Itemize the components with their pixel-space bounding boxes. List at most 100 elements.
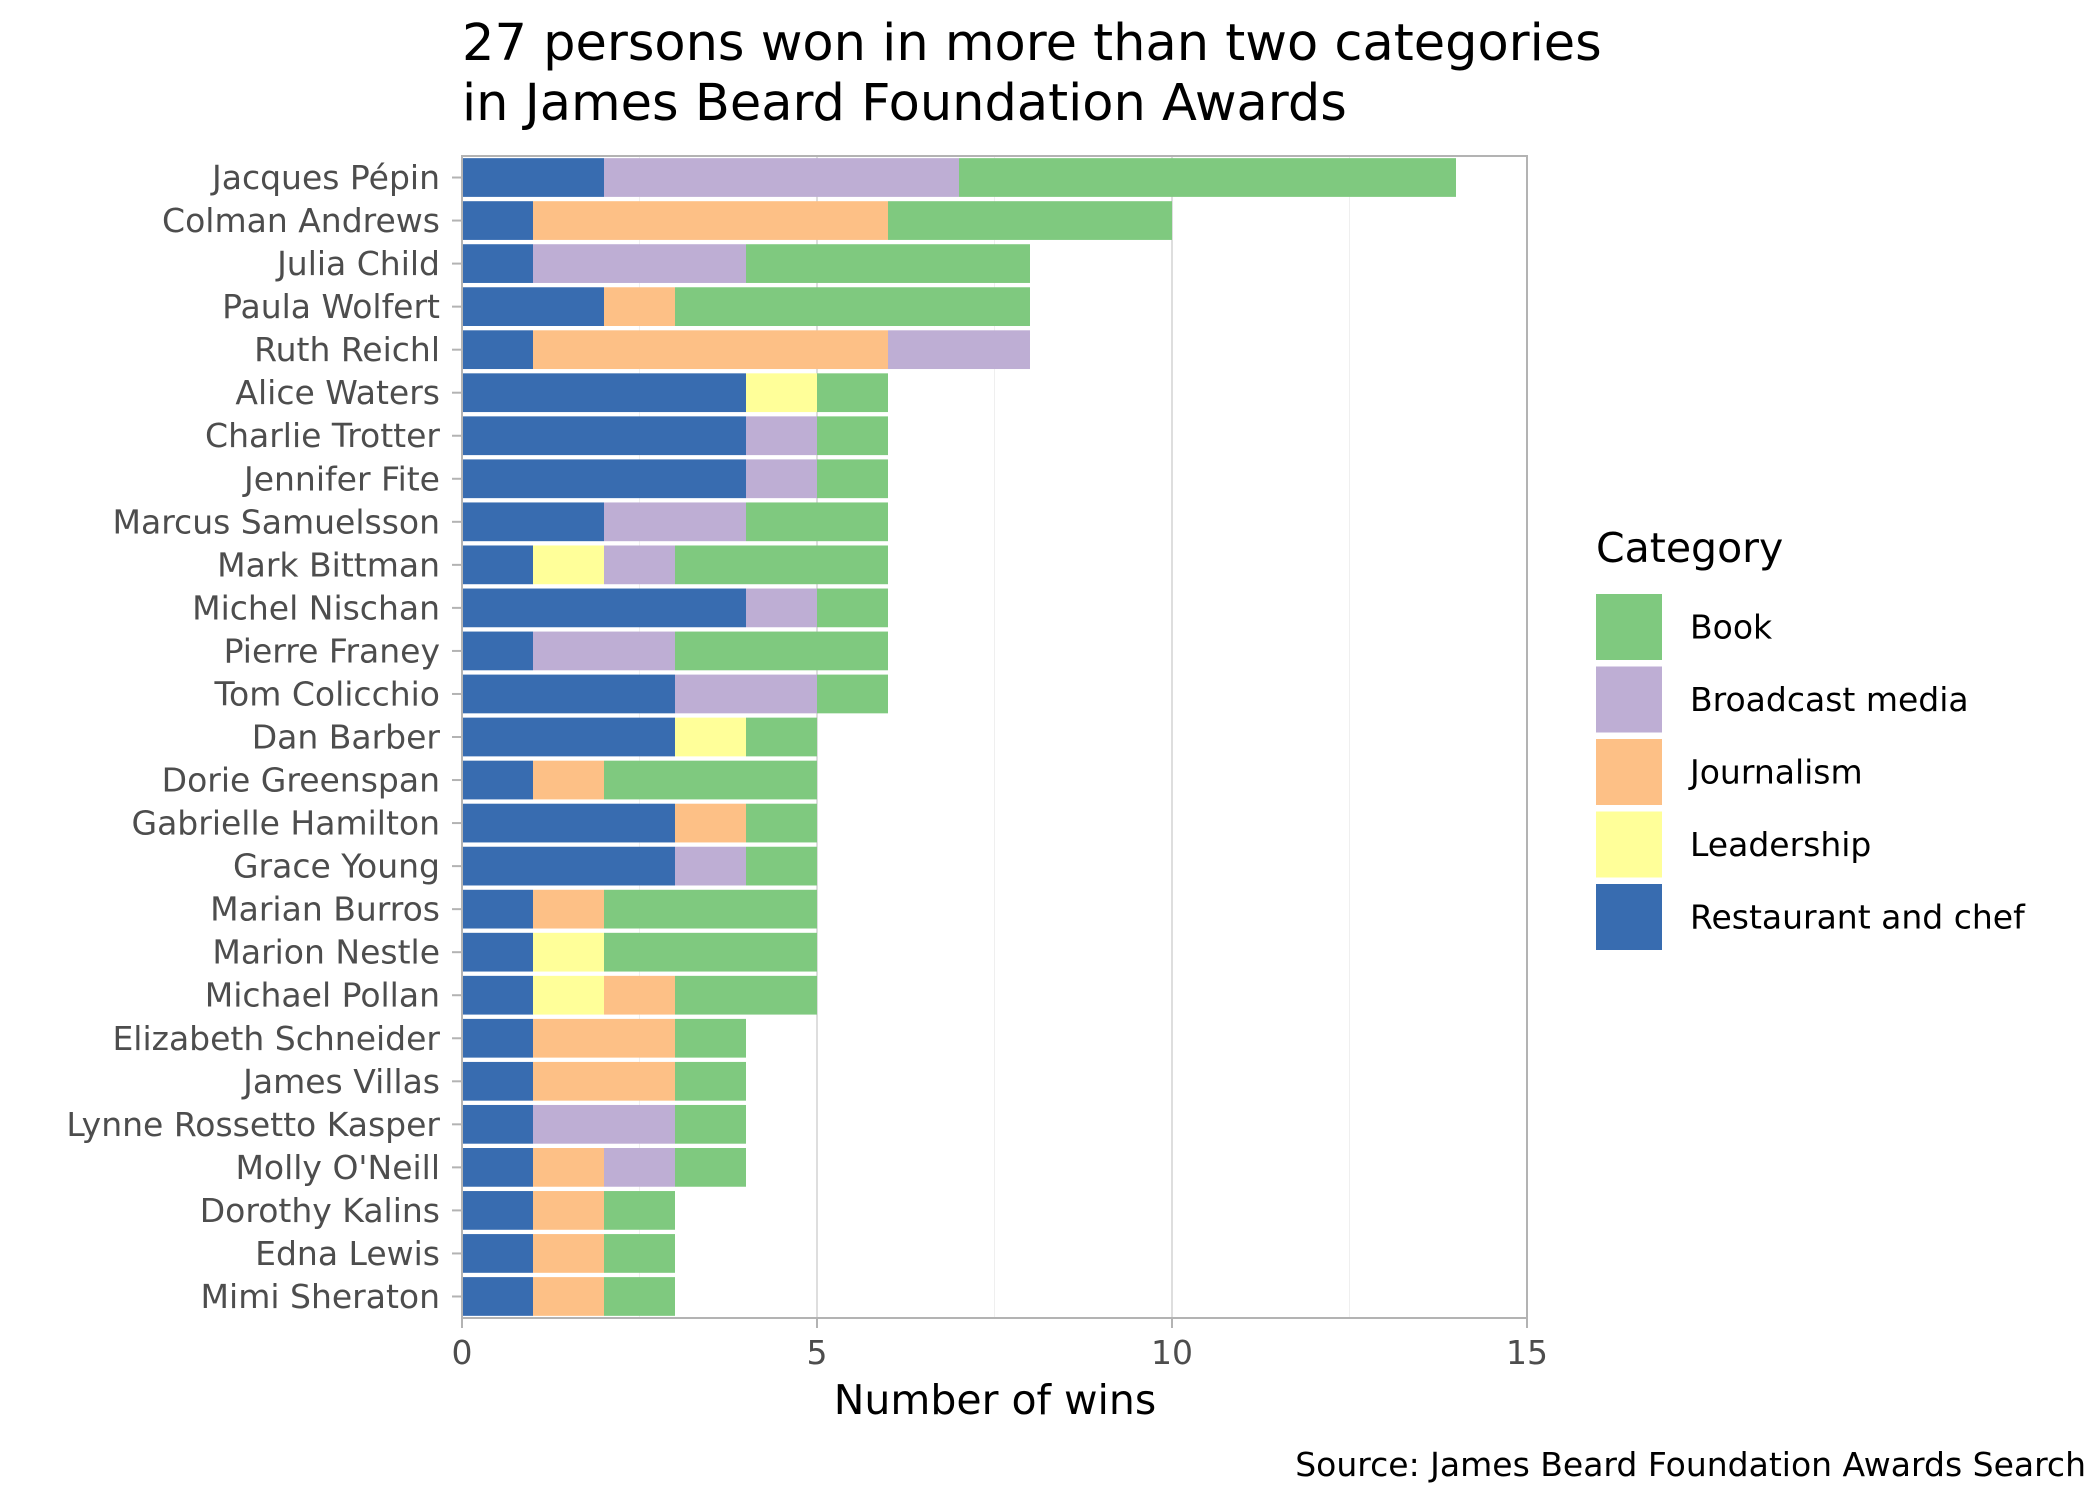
legend-label-book: Book bbox=[1690, 608, 1773, 647]
y-tick-label: Gabrielle Hamilton bbox=[132, 804, 440, 843]
legend-label-restaurant-and-chef: Restaurant and chef bbox=[1690, 898, 2026, 937]
bar-grace-young-restaurant-and-chef bbox=[462, 846, 675, 886]
bar-julia-child-broadcast-media bbox=[533, 244, 746, 283]
bar-ruth-reichl-broadcast-media bbox=[888, 330, 1030, 370]
bar-michael-pollan-book bbox=[675, 975, 817, 1015]
x-tick-label: 15 bbox=[1506, 1333, 1548, 1372]
bar-marcus-samuelsson-restaurant-and-chef bbox=[462, 502, 604, 542]
bar-julia-child-restaurant-and-chef bbox=[462, 244, 533, 283]
y-tick-label: Julia Child bbox=[275, 244, 440, 283]
y-tick-label: Mimi Sheraton bbox=[201, 1277, 440, 1316]
y-tick-label: Jacques Pépin bbox=[210, 158, 440, 197]
x-axis-tick-labels: 0 5 10 15 bbox=[452, 1318, 1548, 1372]
bar-pierre-franey-restaurant-and-chef bbox=[462, 631, 533, 671]
bar-molly-o-neill-journalism bbox=[533, 1148, 604, 1187]
y-tick-label: Charlie Trotter bbox=[205, 416, 440, 455]
y-tick-label: Elizabeth Schneider bbox=[112, 1019, 440, 1058]
bar-alice-waters-restaurant-and-chef bbox=[462, 373, 746, 413]
legend-title: Category bbox=[1596, 524, 1783, 572]
y-tick-label: James Villas bbox=[241, 1062, 440, 1101]
x-tick-label: 5 bbox=[807, 1333, 828, 1372]
y-tick-label: Lynne Rossetto Kasper bbox=[66, 1105, 440, 1144]
bar-mimi-sheraton-journalism bbox=[533, 1277, 604, 1316]
bar-marion-nestle-restaurant-and-chef bbox=[462, 932, 533, 972]
bar-colman-andrews-restaurant-and-chef bbox=[462, 201, 533, 240]
bar-grace-young-book bbox=[746, 846, 817, 886]
legend-label-journalism: Journalism bbox=[1688, 753, 1863, 792]
bar-jennifer-fite-book bbox=[817, 459, 888, 499]
bar-dorie-greenspan-book bbox=[604, 760, 817, 800]
legend-key-broadcast-media bbox=[1596, 666, 1662, 733]
bar-molly-o-neill-book bbox=[675, 1148, 746, 1187]
legend-key-leadership bbox=[1596, 811, 1662, 878]
x-tick-label: 10 bbox=[1151, 1333, 1193, 1372]
y-tick-label: Marion Nestle bbox=[212, 933, 440, 972]
bar-pierre-franey-book bbox=[675, 631, 888, 671]
chart-title: 27 persons won in more than two categori… bbox=[462, 14, 1602, 73]
bar-marcus-samuelsson-book bbox=[746, 502, 888, 542]
bar-grace-young-broadcast-media bbox=[675, 846, 746, 886]
y-tick-label: Marian Burros bbox=[210, 890, 440, 929]
bar-mimi-sheraton-restaurant-and-chef bbox=[462, 1277, 533, 1316]
bar-marian-burros-restaurant-and-chef bbox=[462, 889, 533, 929]
y-tick-label: Ruth Reichl bbox=[254, 330, 440, 369]
bar-michel-nischan-restaurant-and-chef bbox=[462, 588, 746, 628]
legend-key-restaurant-and-chef bbox=[1596, 884, 1662, 950]
y-tick-label: Marcus Samuelsson bbox=[113, 502, 440, 541]
y-tick-label: Edna Lewis bbox=[255, 1234, 440, 1273]
y-tick-label: Michel Nischan bbox=[192, 588, 440, 627]
y-tick-label: Dorothy Kalins bbox=[200, 1191, 440, 1230]
bar-colman-andrews-book bbox=[888, 201, 1172, 240]
bar-michel-nischan-broadcast-media bbox=[746, 588, 817, 628]
bar-dorothy-kalins-book bbox=[604, 1191, 675, 1230]
x-axis-label: Number of wins bbox=[834, 1376, 1157, 1424]
bar-gabrielle-hamilton-journalism bbox=[675, 803, 746, 843]
bar-marian-burros-book bbox=[604, 889, 817, 929]
bar-gabrielle-hamilton-restaurant-and-chef bbox=[462, 803, 675, 843]
bar-james-villas-restaurant-and-chef bbox=[462, 1061, 533, 1101]
bar-charlie-trotter-restaurant-and-chef bbox=[462, 416, 746, 456]
bar-mimi-sheraton-book bbox=[604, 1277, 675, 1316]
bar-molly-o-neill-broadcast-media bbox=[604, 1148, 675, 1187]
y-axis-tick-labels: Jacques Pépin Colman Andrews Julia Child Pa… bbox=[66, 158, 462, 1316]
legend-label-leadership: Leadership bbox=[1690, 825, 1871, 864]
bar-tom-colicchio-restaurant-and-chef bbox=[462, 674, 675, 714]
bar-lynne-rossetto-kasper-restaurant-and-chef bbox=[462, 1104, 533, 1144]
bar-dorie-greenspan-journalism bbox=[533, 760, 604, 800]
bar-michael-pollan-restaurant-and-chef bbox=[462, 975, 533, 1015]
y-tick-label: Dorie Greenspan bbox=[162, 761, 440, 800]
bar-mark-bittman-leadership bbox=[533, 545, 604, 585]
legend-key-journalism bbox=[1596, 739, 1662, 805]
bar-pierre-franey-broadcast-media bbox=[533, 631, 675, 671]
bar-mark-bittman-book bbox=[675, 545, 888, 585]
bar-dan-barber-leadership bbox=[675, 717, 746, 757]
bar-jacques-p-pin-broadcast-media bbox=[604, 158, 959, 197]
bar-stacks bbox=[462, 158, 1456, 1316]
y-tick-label: Jennifer Fite bbox=[242, 459, 440, 498]
y-tick-label: Mark Bittman bbox=[217, 545, 440, 584]
bar-marion-nestle-leadership bbox=[533, 932, 604, 972]
bar-marcus-samuelsson-broadcast-media bbox=[604, 502, 746, 542]
y-tick-label: Michael Pollan bbox=[205, 976, 440, 1015]
bar-alice-waters-leadership bbox=[746, 373, 817, 413]
bar-mark-bittman-restaurant-and-chef bbox=[462, 545, 533, 585]
bar-tom-colicchio-broadcast-media bbox=[675, 674, 817, 714]
bar-paula-wolfert-book bbox=[675, 287, 1030, 326]
bar-charlie-trotter-broadcast-media bbox=[746, 416, 817, 456]
y-tick-label: Dan Barber bbox=[252, 718, 441, 757]
bar-julia-child-book bbox=[746, 244, 1030, 283]
bar-edna-lewis-restaurant-and-chef bbox=[462, 1234, 533, 1273]
bar-michel-nischan-book bbox=[817, 588, 888, 628]
y-tick-label: Molly O'Neill bbox=[235, 1148, 440, 1187]
bar-edna-lewis-journalism bbox=[533, 1234, 604, 1273]
bar-gabrielle-hamilton-book bbox=[746, 803, 817, 843]
bar-lynne-rossetto-kasper-book bbox=[675, 1104, 746, 1144]
legend-label-broadcast-media: Broadcast media bbox=[1690, 680, 1969, 719]
bar-michael-pollan-leadership bbox=[533, 975, 604, 1015]
bar-dorothy-kalins-journalism bbox=[533, 1191, 604, 1230]
bar-colman-andrews-journalism bbox=[533, 201, 888, 240]
bar-tom-colicchio-book bbox=[817, 674, 888, 714]
bar-marion-nestle-book bbox=[604, 932, 817, 972]
y-tick-label: Tom Colicchio bbox=[213, 674, 440, 713]
